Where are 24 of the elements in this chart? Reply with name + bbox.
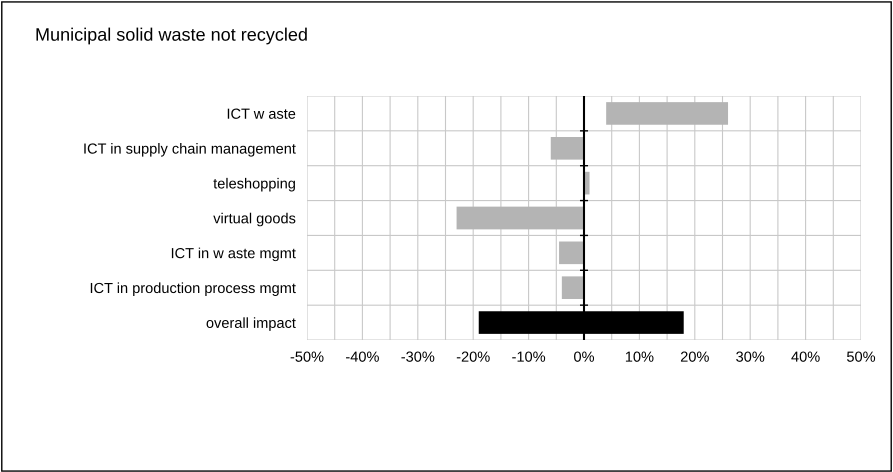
x-tick-label: -30% xyxy=(401,351,434,362)
x-tick-label: 10% xyxy=(626,351,654,362)
x-tick-label: -10% xyxy=(512,351,546,362)
bar xyxy=(456,206,584,230)
y-tick-label: ICT w aste xyxy=(228,108,296,119)
chart-title: Municipal solid waste not recycled xyxy=(36,28,307,44)
y-tick-label: ICT in supply chain management xyxy=(84,143,296,157)
y-tick-label: ICT in w aste mgmt xyxy=(172,248,296,262)
x-tick-label: -50% xyxy=(290,351,324,362)
x-tick-label: 30% xyxy=(736,351,764,362)
y-tick-label: overall impact xyxy=(206,317,296,331)
y-tick-label: teleshopping xyxy=(213,178,295,192)
x-tick-label: -40% xyxy=(346,351,379,362)
bar xyxy=(559,242,584,264)
y-tick-label: virtual goods xyxy=(213,212,296,226)
x-tick-label: 50% xyxy=(846,351,876,362)
x-tick-label: 40% xyxy=(791,351,820,362)
x-tick-label: -20% xyxy=(456,351,490,362)
x-tick-label: 20% xyxy=(680,351,709,362)
y-tick-label: ICT in production process mgmt xyxy=(90,282,296,296)
bar xyxy=(606,102,728,125)
bar xyxy=(550,136,584,160)
bar xyxy=(562,276,584,300)
x-tick-label: 0% xyxy=(574,351,594,362)
